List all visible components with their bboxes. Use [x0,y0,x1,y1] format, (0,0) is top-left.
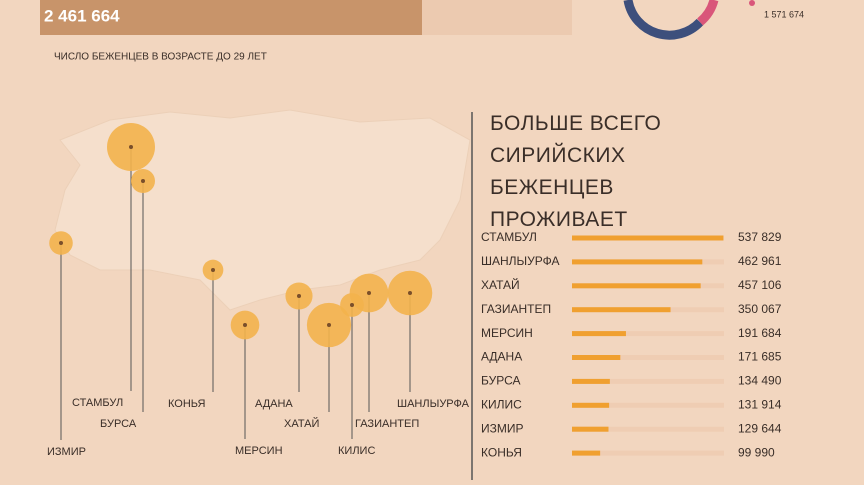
category-label: ИЗМИР [481,421,524,435]
category-label: ШАНЛЫУРФА [481,254,560,268]
map-label: КОНЬЯ [168,398,206,410]
bubble-center [211,268,215,272]
bubble-center [327,323,331,327]
bubble-center [367,291,371,295]
bar [572,402,610,408]
bar [572,235,724,241]
bar [572,259,703,265]
value-label: 171 685 [738,350,782,364]
map-label: ГАЗИАНТЕП [355,418,419,430]
bar-track [572,426,724,432]
bar [572,331,626,337]
map-label: СТАМБУЛ [72,397,123,409]
bubble-center [243,323,247,327]
bubble-center [59,241,63,245]
bubble-center [408,291,412,295]
donut-pink [696,0,719,26]
bar-track [572,402,724,408]
bar [572,283,701,289]
map-label: БУРСА [100,418,137,430]
bar-chart-title: БОЛЬШЕ ВСЕГО СИРИЙСКИХ БЕЖЕНЦЕВ ПРОЖИВАЕ… [490,112,662,231]
donut-blue [623,0,704,40]
map-label: ИЗМИР [47,446,86,458]
value-label: 191 684 [738,326,782,340]
bubble-center [350,303,354,307]
category-label: КОНЬЯ [481,445,522,459]
category-label: БУРСА [481,374,521,388]
bar-track [572,355,724,360]
donut-value: 1 571 674 [764,9,804,19]
map-label: АДАНА [255,398,293,410]
category-label: ГАЗИАНТЕП [481,302,551,316]
value-label: 462 961 [738,254,782,268]
bubble-center [297,294,301,298]
bar [572,426,609,432]
category-label: КИЛИС [481,397,522,411]
total-value: 2 461 664 [44,6,120,25]
total-bar-rest [422,0,572,35]
value-label: 350 067 [738,302,782,316]
value-label: 129 644 [738,421,782,435]
legend-dot [749,0,755,6]
map-label: КИЛИС [338,445,375,457]
bar [572,450,601,456]
category-label: МЕРСИН [481,326,533,340]
value-label: 537 829 [738,230,782,244]
category-label: СТАМБУЛ [481,230,537,244]
bar-track [572,331,724,337]
map-label: ШАНЛЫУРФА [397,398,470,410]
category-label: ХАТАЙ [481,277,520,292]
bubble-center [129,145,133,149]
value-label: 134 490 [738,374,782,388]
bar [572,307,671,313]
total-bar [40,0,422,35]
value-label: 99 990 [738,445,775,459]
map-label: ХАТАЙ [284,417,319,430]
subtitle: ЧИСЛО БЕЖЕНЦЕВ В ВОЗРАСТЕ ДО 29 ЛЕТ [54,52,267,63]
bar-track [572,450,724,456]
bubble-center [141,179,145,183]
bar [572,378,610,384]
value-label: 457 106 [738,278,782,292]
category-label: АДАНА [481,350,522,364]
bar-track [572,378,724,384]
value-label: 131 914 [738,397,782,411]
map-label: МЕРСИН [235,445,283,457]
bar [572,355,621,360]
